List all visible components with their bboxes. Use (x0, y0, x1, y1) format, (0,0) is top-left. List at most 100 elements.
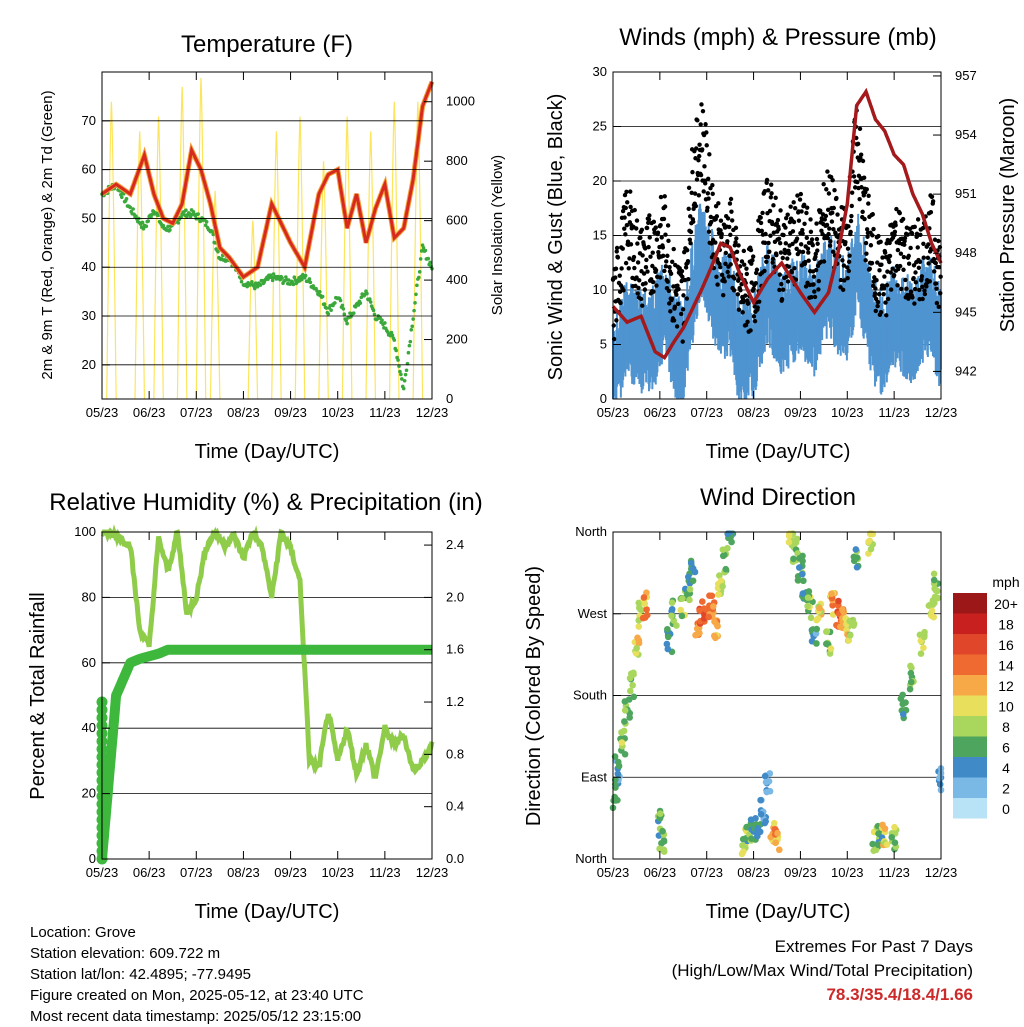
gust-point (729, 209, 734, 214)
dewpoint-point (134, 214, 138, 218)
gust-point (767, 208, 773, 214)
gust-point (875, 303, 880, 309)
gust-point (718, 218, 724, 223)
gust-point (825, 235, 830, 241)
gust-point (666, 238, 671, 244)
y-tick-label: 30 (593, 64, 607, 79)
dewpoint-point (426, 256, 431, 261)
dewpoint-point (329, 308, 333, 313)
solar-spike (412, 101, 424, 400)
gust-point (934, 300, 940, 306)
gust-point (849, 190, 855, 195)
gust-point (689, 190, 694, 196)
humidity-marks (96, 524, 437, 865)
gust-point (730, 218, 735, 223)
gust-point (831, 226, 836, 232)
dewpoint-point (150, 212, 154, 217)
gust-point (845, 265, 850, 270)
gust-point (671, 246, 676, 252)
gust-point (644, 225, 650, 231)
direction-point (713, 621, 721, 629)
gust-point (830, 177, 835, 183)
gust-point (714, 274, 719, 279)
extremes-values: 78.3/35.4/18.4/1.66 (826, 985, 973, 1004)
dewpoint-point (380, 318, 384, 322)
x-tick-label: 09/23 (784, 865, 817, 880)
gust-point (831, 205, 836, 211)
gust-point (806, 258, 811, 263)
direction-point (757, 810, 765, 818)
direction-point (611, 776, 619, 784)
gust-point (804, 210, 809, 216)
dewpoint-point (417, 270, 422, 274)
x-tick-label: 06/23 (133, 405, 166, 420)
gust-point (713, 240, 718, 245)
gust-point (792, 265, 797, 271)
gust-point (933, 260, 938, 266)
gust-point (617, 273, 622, 278)
dewpoint-point (390, 333, 395, 338)
gust-point (626, 211, 632, 217)
y-tick-label: 0 (89, 851, 96, 866)
gust-point (676, 301, 681, 307)
direction-point (827, 645, 835, 652)
y-tick-right-label: 1.6 (446, 642, 464, 657)
gust-point (897, 263, 903, 269)
gust-point (901, 267, 906, 272)
dewpoint-point (131, 207, 135, 211)
gust-point (930, 199, 936, 204)
x-tick-label: 05/23 (86, 405, 119, 420)
direction-xlabel: Time (Day/UTC) (706, 901, 851, 923)
gust-point (654, 283, 659, 288)
gust-point (789, 269, 795, 275)
temperature-ticks: 05/23 06/23 07/23 08/23 09/23 10/23 11/23 12/23… (82, 72, 475, 420)
gust-point (748, 328, 753, 333)
dewpoint-point (213, 241, 217, 245)
gust-point (736, 307, 742, 312)
gust-point (650, 263, 655, 269)
gust-point (845, 275, 850, 281)
gust-point (692, 191, 698, 196)
panel-humidity: Relative Humidity (%) & Precipitation (i… (27, 489, 483, 923)
gust-point (812, 294, 818, 300)
gust-point (928, 210, 934, 215)
direction-point (626, 687, 634, 695)
gust-point (925, 255, 931, 260)
dewpoint-point (411, 317, 415, 321)
gust-point (867, 266, 872, 272)
gust-point (638, 296, 644, 302)
gust-point (770, 260, 775, 265)
station-info: Location: Grove Station elevation: 609.7… (30, 922, 364, 1027)
gust-point (800, 249, 806, 255)
gust-point (746, 300, 751, 306)
direction-point (899, 710, 907, 718)
gust-point (681, 293, 686, 298)
legend-label: 18 (998, 617, 1014, 633)
gust-point (668, 271, 674, 276)
gust-point (643, 281, 648, 286)
gust-point (904, 286, 909, 291)
direction-point (906, 685, 914, 693)
gust-point (666, 288, 672, 294)
gust-point (642, 287, 648, 292)
direction-point (664, 633, 672, 641)
gust-point (622, 226, 627, 231)
gust-point (688, 214, 693, 219)
legend-swatch (953, 695, 987, 716)
dewpoint-point (333, 301, 337, 305)
gust-point (804, 205, 810, 210)
dewpoint-point (423, 248, 428, 253)
gust-point (843, 239, 848, 245)
direction-point (799, 570, 806, 578)
pressure-line (611, 87, 943, 361)
gust-point (798, 242, 804, 247)
gust-point (830, 249, 836, 254)
gust-point (741, 248, 747, 254)
y-tick-right-label: 1000 (446, 94, 475, 109)
direction-point (664, 645, 672, 653)
gust-point (920, 296, 925, 302)
direction-point (635, 623, 643, 630)
gust-point (728, 232, 733, 237)
location-text: Location: Grove (30, 924, 136, 941)
gust-point (614, 245, 620, 251)
